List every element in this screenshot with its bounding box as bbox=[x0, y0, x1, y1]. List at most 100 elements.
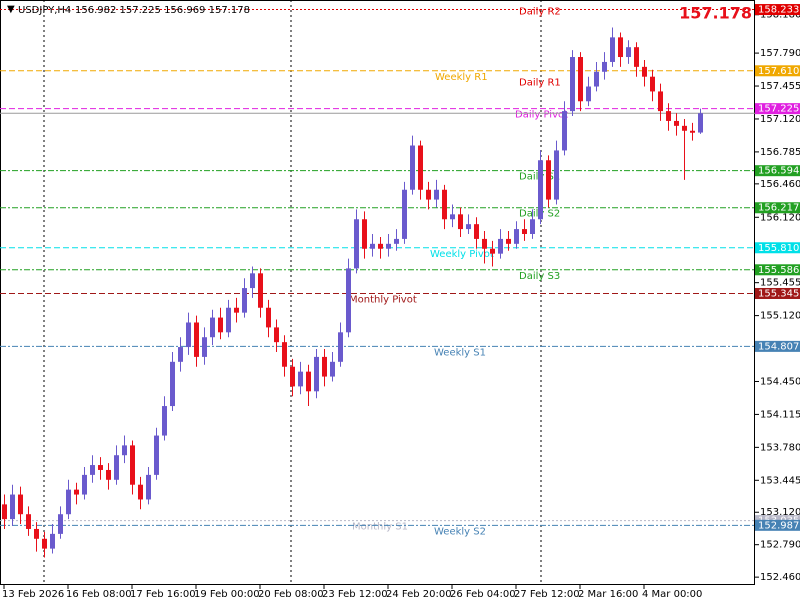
candle-body bbox=[258, 273, 263, 308]
candle-body bbox=[314, 356, 319, 392]
candle-body bbox=[362, 219, 367, 249]
candle-body bbox=[626, 47, 631, 58]
price-tag-label: 155.586 bbox=[758, 265, 799, 276]
candle-body bbox=[2, 504, 7, 520]
candle-body bbox=[58, 514, 63, 534]
price-tags: 158.233 157.610 157.225 156.594 156.217 155.8… bbox=[755, 4, 800, 531]
y-tick-label: 157.120 bbox=[760, 114, 800, 125]
candle-body bbox=[666, 111, 671, 121]
x-tick-label: 26 Feb 04:00 bbox=[450, 589, 516, 600]
price-tag bbox=[755, 340, 800, 352]
candle-body bbox=[122, 445, 127, 456]
x-tick-label: 20 Feb 08:00 bbox=[258, 589, 324, 600]
candle-body bbox=[594, 71, 599, 87]
candle-body bbox=[522, 229, 527, 234]
candle-body bbox=[26, 514, 31, 529]
candle-body bbox=[434, 189, 439, 200]
candle-body bbox=[306, 371, 311, 392]
candle-body bbox=[610, 37, 615, 62]
candle-body bbox=[114, 455, 119, 480]
x-tick-label: 24 Feb 20:00 bbox=[386, 589, 452, 600]
candle-body bbox=[34, 528, 39, 539]
level-label: Daily Pivot bbox=[515, 110, 568, 121]
candle-body bbox=[418, 145, 423, 190]
candle-body bbox=[226, 307, 231, 333]
candle-body bbox=[682, 125, 687, 131]
candle-body bbox=[274, 327, 279, 343]
candle-body bbox=[442, 189, 447, 220]
candle-body bbox=[146, 474, 151, 500]
candle-body bbox=[90, 465, 95, 475]
y-tick-label: 155.120 bbox=[760, 311, 800, 322]
candle-body bbox=[562, 111, 567, 151]
candle-body bbox=[202, 337, 207, 357]
price-tag-label: 157.610 bbox=[758, 66, 799, 77]
x-tick-label: 27 Feb 12:00 bbox=[514, 589, 580, 600]
candle-body bbox=[50, 533, 55, 549]
candle-body bbox=[250, 273, 255, 289]
price-tag bbox=[755, 65, 800, 77]
y-tick-label: 153.445 bbox=[760, 475, 800, 486]
candle-body bbox=[482, 238, 487, 249]
y-tick-label: 154.115 bbox=[760, 409, 800, 420]
candle-body bbox=[154, 435, 159, 475]
x-tick-label: 16 Feb 08:00 bbox=[66, 589, 132, 600]
candle-body bbox=[674, 120, 679, 126]
candle-body bbox=[386, 243, 391, 249]
price-tag-label: 157.225 bbox=[758, 104, 799, 115]
price-tag bbox=[755, 202, 800, 214]
x-tick-label: 17 Feb 16:00 bbox=[130, 589, 196, 600]
price-tag bbox=[755, 103, 800, 115]
price-tag-label: 152.987 bbox=[758, 520, 799, 531]
candle-body bbox=[130, 445, 135, 485]
menu-arrow[interactable]: ▼ bbox=[7, 4, 15, 15]
y-tick-label: 155.455 bbox=[760, 278, 800, 289]
candle-body bbox=[266, 307, 271, 328]
y-tick-label: 153.780 bbox=[760, 442, 800, 453]
candle-body bbox=[458, 214, 463, 230]
candle-body bbox=[74, 489, 79, 495]
candle-body bbox=[506, 238, 511, 244]
level-label: Daily R2 bbox=[519, 7, 561, 18]
candle-body bbox=[10, 494, 15, 520]
y-tick-label: 158.180 bbox=[760, 10, 800, 21]
candle-body bbox=[162, 406, 167, 436]
x-tick-label: 2 Mar 16:00 bbox=[578, 589, 638, 600]
x-tick-label: 13 Feb 2026 bbox=[2, 589, 64, 600]
level-label: Weekly S2 bbox=[434, 526, 486, 537]
price-tag bbox=[755, 519, 800, 531]
candle-body bbox=[402, 189, 407, 239]
price-tag bbox=[755, 264, 800, 276]
candle-body bbox=[290, 366, 295, 387]
level-label: Weekly R1 bbox=[435, 72, 488, 83]
candle-body bbox=[530, 219, 535, 234]
candle-body bbox=[210, 317, 215, 338]
candle-body bbox=[426, 189, 431, 200]
candle-body bbox=[178, 347, 183, 362]
candle-body bbox=[394, 238, 399, 244]
candle-body bbox=[450, 214, 455, 220]
candle-body bbox=[634, 47, 639, 67]
candle-body bbox=[410, 145, 415, 190]
candle-body bbox=[194, 322, 199, 357]
level-label: Daily S3 bbox=[519, 271, 560, 282]
candle-body bbox=[586, 86, 591, 102]
candle-body bbox=[338, 332, 343, 362]
x-tick-label: 23 Feb 12:00 bbox=[322, 589, 388, 600]
candle-body bbox=[354, 219, 359, 269]
price-tag bbox=[755, 4, 800, 16]
candle-body bbox=[554, 150, 559, 200]
y-tick-label: 157.455 bbox=[760, 81, 800, 92]
price-tag-label: 155.345 bbox=[758, 288, 799, 299]
x-tick-label: 19 Feb 00:00 bbox=[194, 589, 260, 600]
candle-body bbox=[690, 130, 695, 133]
price-tag-label: 156.594 bbox=[758, 166, 799, 177]
candle-body bbox=[498, 238, 503, 254]
y-tick-label: 156.785 bbox=[760, 147, 800, 158]
candle-body bbox=[18, 494, 23, 515]
candle-body bbox=[330, 361, 335, 377]
y-tick-label: 156.460 bbox=[760, 179, 800, 190]
candle-body bbox=[650, 76, 655, 92]
